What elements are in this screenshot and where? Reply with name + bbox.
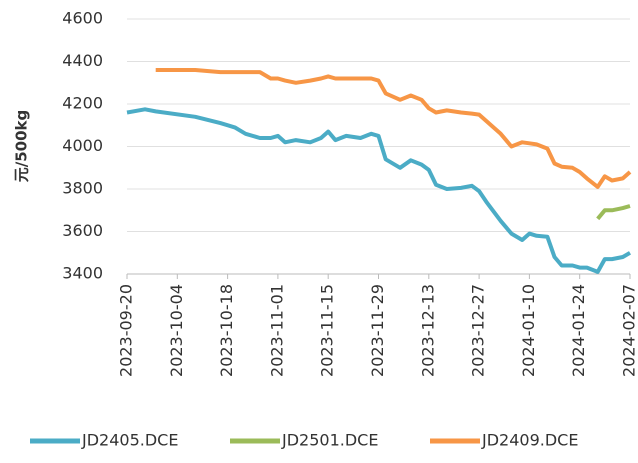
- y-tick-label: 4400: [62, 51, 103, 70]
- series-line: [127, 109, 630, 272]
- legend-label: JD2409.DCE: [481, 431, 578, 450]
- x-tick-label: 2023-11-15: [318, 284, 337, 377]
- x-tick-label: 2024-01-24: [569, 284, 588, 377]
- x-tick-label: 2024-02-07: [620, 284, 638, 377]
- y-tick-label: 3600: [62, 221, 103, 240]
- x-tick-label: 2023-11-29: [368, 284, 387, 377]
- series-line: [598, 206, 630, 219]
- series-line: [156, 70, 630, 187]
- y-tick-label: 4000: [62, 136, 103, 155]
- x-tick-label: 2023-09-20: [117, 284, 136, 377]
- x-tick-label: 2023-12-13: [418, 284, 437, 377]
- legend-label: JD2405.DCE: [81, 431, 178, 450]
- y-tick-label: 4200: [62, 94, 103, 113]
- y-tick-label: 3800: [62, 179, 103, 198]
- x-tick-label: 2023-10-04: [167, 284, 186, 377]
- y-tick-label: 3400: [62, 264, 103, 283]
- x-tick-label: 2023-12-27: [469, 284, 488, 377]
- x-tick-label: 2023-11-01: [267, 284, 286, 377]
- y-tick-label: 4600: [62, 9, 103, 28]
- legend-label: JD2501.DCE: [281, 431, 378, 450]
- x-tick-label: 2023-10-18: [217, 284, 236, 377]
- y-axis-title: 元/500kg: [13, 110, 31, 183]
- x-tick-label: 2024-01-10: [519, 284, 538, 377]
